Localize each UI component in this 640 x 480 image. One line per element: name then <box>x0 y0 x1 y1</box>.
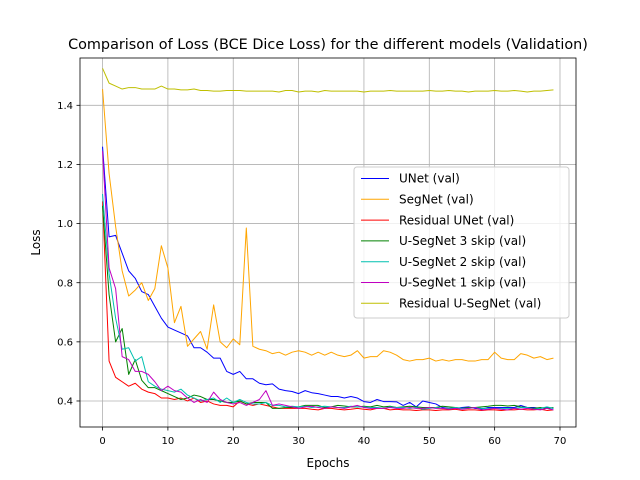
y-tick-label: 0.6 <box>57 337 73 348</box>
legend-label: U-SegNet 2 skip (val) <box>399 255 526 269</box>
legend-label: UNet (val) <box>399 172 460 186</box>
x-tick-label: 50 <box>423 436 436 447</box>
x-tick-label: 30 <box>292 436 305 447</box>
y-tick-label: 0.4 <box>57 397 73 408</box>
x-axis-label: Epochs <box>307 456 350 470</box>
series-line-residual-u-segnet-val <box>102 68 554 93</box>
x-tick-label: 70 <box>554 436 567 447</box>
plot-series <box>102 68 554 411</box>
plot-frame <box>79 57 577 428</box>
legend-label: Residual UNet (val) <box>399 213 514 227</box>
x-axis-ticks: 0 10 20 30 40 50 60 70 <box>99 427 566 447</box>
legend-label: U-SegNet 1 skip (val) <box>399 276 526 290</box>
series-line-u-segnet-2-skip-val <box>102 193 554 410</box>
x-tick-label: 10 <box>162 436 175 447</box>
x-tick-label: 60 <box>488 436 501 447</box>
y-tick-label: 1.0 <box>57 219 73 230</box>
x-tick-label: 40 <box>358 436 371 447</box>
chart-title: Comparison of Loss (BCE Dice Loss) for t… <box>68 37 588 53</box>
legend-label: Residual U-SegNet (val) <box>399 297 541 311</box>
series-line-u-segnet-1-skip-val <box>102 151 554 411</box>
y-axis-label: Loss <box>29 229 43 255</box>
y-tick-label: 1.2 <box>57 160 73 171</box>
y-tick-label: 0.8 <box>57 278 73 289</box>
series-line-segnet-val <box>102 89 554 362</box>
legend-box <box>353 166 570 319</box>
x-tick-label: 0 <box>99 436 105 447</box>
legend-label: U-SegNet 3 skip (val) <box>399 234 526 248</box>
legend-label: SegNet (val) <box>399 193 474 207</box>
x-tick-label: 20 <box>227 436 240 447</box>
y-tick-label: 1.4 <box>57 101 73 112</box>
legend: UNet (val) SegNet (val) Residual UNet (val… <box>353 166 570 319</box>
series-line-residual-unet-val <box>102 201 554 411</box>
y-axis-ticks: 0.4 0.6 0.8 1.0 1.2 1.4 <box>57 101 80 408</box>
